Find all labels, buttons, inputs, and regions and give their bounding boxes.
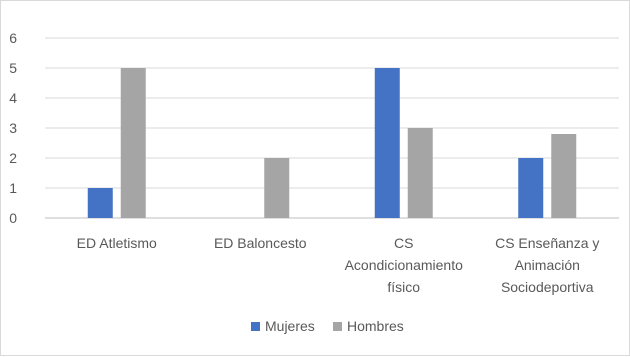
bar-mujeres-0 <box>87 188 113 218</box>
x-category-label-line: ED Atletismo <box>77 235 157 251</box>
bar-hombres-0 <box>120 68 146 218</box>
y-tick-label-3: 3 <box>9 120 17 136</box>
y-tick-label-4: 4 <box>9 90 17 106</box>
x-category-label-3: CS Enseñanza y Animación Sociodeportiva <box>495 235 599 295</box>
x-category-label-2: CS Acondicionamiento físico <box>345 235 464 295</box>
bar-hombres-3 <box>551 134 577 218</box>
y-tick-label-2: 2 <box>9 150 17 166</box>
y-tick-label-1: 1 <box>9 180 17 196</box>
bar-hombres-2 <box>407 128 433 218</box>
x-category-label-line: Acondicionamiento <box>345 257 464 273</box>
x-category-label-line: ED Baloncesto <box>214 235 307 251</box>
y-tick-label-0: 0 <box>9 210 17 226</box>
bar-mujeres-2 <box>374 68 400 218</box>
x-category-label-line: físico <box>387 279 420 295</box>
legend-swatch-mujeres <box>251 322 260 331</box>
bar-hombres-1 <box>264 158 290 218</box>
x-category-label-line: CS Enseñanza y <box>495 235 599 251</box>
legend-swatch-hombres <box>333 322 342 331</box>
x-category-label-line: Animación <box>515 257 580 273</box>
legend-label-mujeres: Mujeres <box>265 318 315 334</box>
y-tick-label-5: 5 <box>9 60 17 76</box>
y-tick-label-6: 6 <box>9 30 17 46</box>
bar-mujeres-3 <box>518 158 544 218</box>
x-category-label-1: ED Baloncesto <box>214 235 307 251</box>
x-category-label-line: Sociodeportiva <box>501 279 594 295</box>
legend-label-hombres: Hombres <box>347 318 404 334</box>
x-category-label-line: CS <box>394 235 413 251</box>
x-category-label-0: ED Atletismo <box>77 235 157 251</box>
